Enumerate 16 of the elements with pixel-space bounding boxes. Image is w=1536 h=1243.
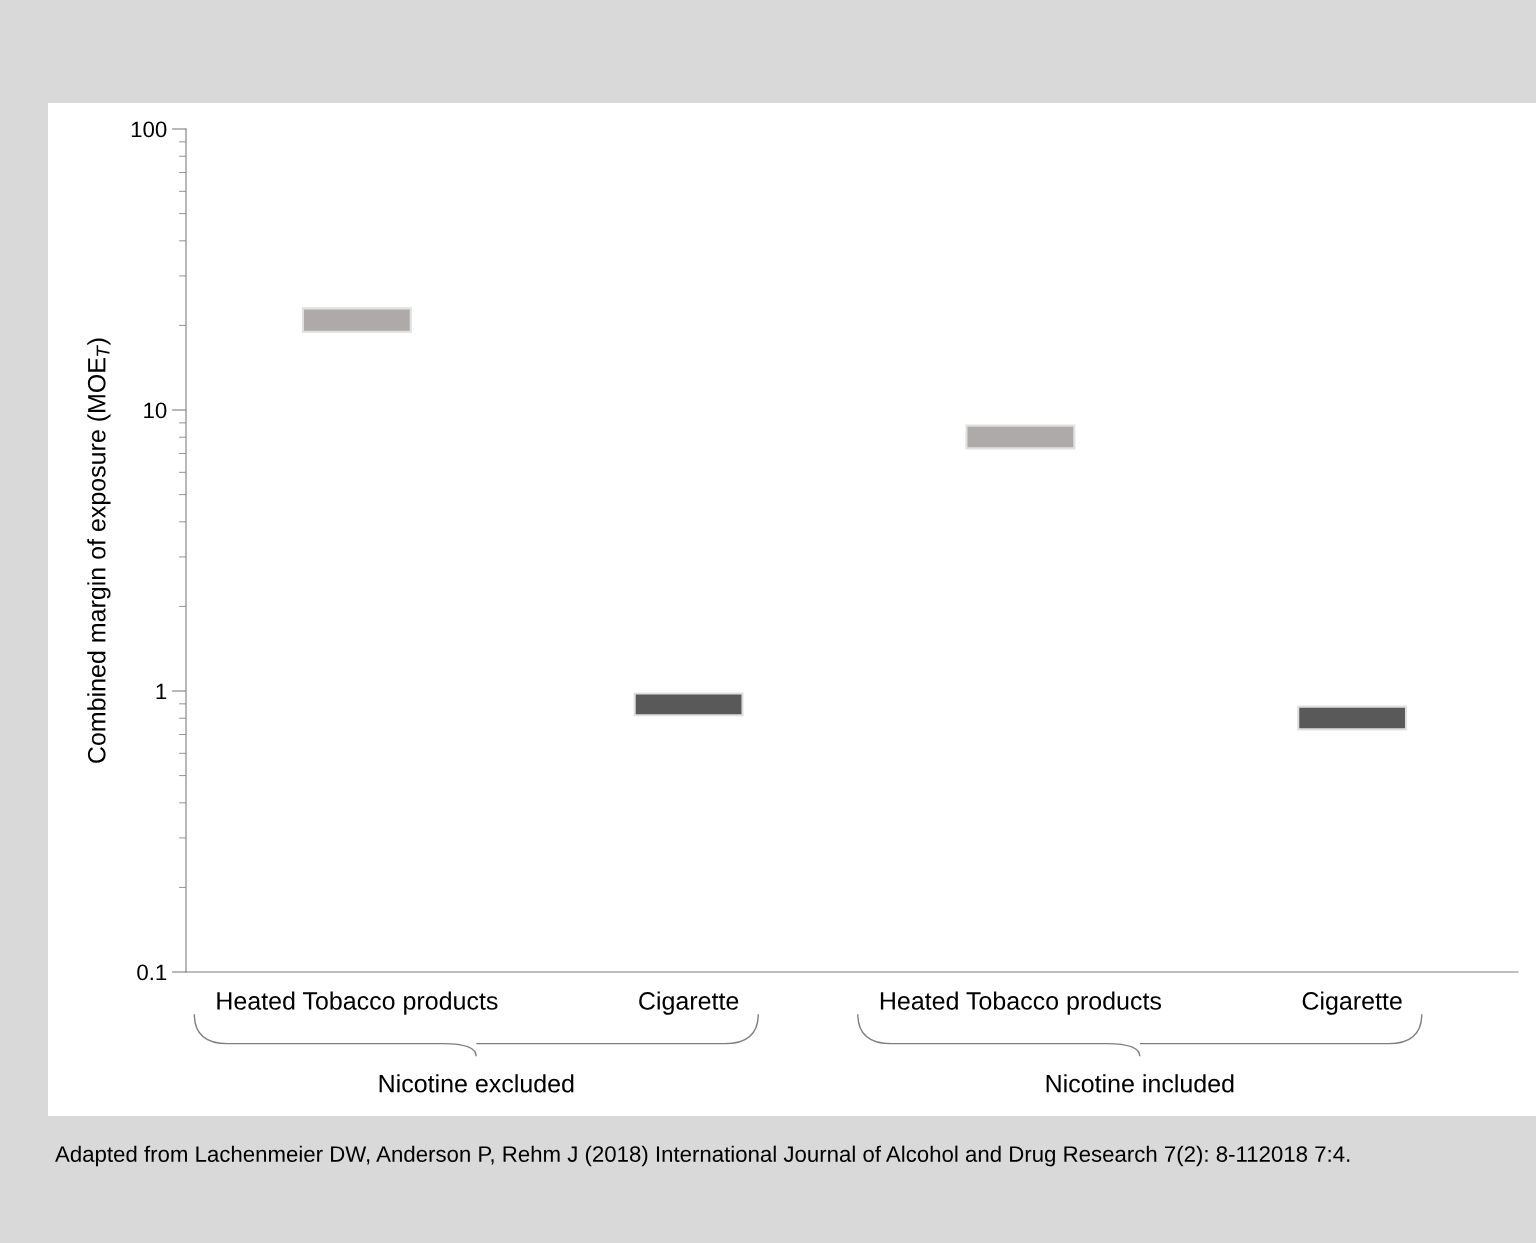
bar: [1297, 705, 1408, 731]
y-tick-label: 1: [156, 683, 167, 700]
y-axis-title: Combined margin of exposure (MOE$_{T}$): [87, 338, 111, 763]
y-tick-label: 10: [144, 402, 167, 419]
bar: [633, 692, 744, 717]
x-tick-label: Heated Tobacco products: [217, 991, 498, 1015]
x-tick-label: Heated Tobacco products: [880, 991, 1161, 1015]
x-tick-label: Cigarette: [1302, 991, 1402, 1015]
text: Adapted from Lachenmeier DW, Anderson P, Rehm J (2018) International Journal of Alcohol and Drug Research 7(2): 8-112018 7:4.: [55, 1145, 1350, 1167]
text: Nicotine excluded: [379, 1074, 574, 1093]
bar: [965, 424, 1076, 450]
y-tick-label: 0.1: [137, 964, 167, 981]
x-tick-label: Cigarette: [639, 991, 739, 1015]
text: Nicotine included: [1046, 1074, 1234, 1093]
bar: [301, 307, 412, 333]
y-tick-label: 100: [131, 121, 167, 138]
